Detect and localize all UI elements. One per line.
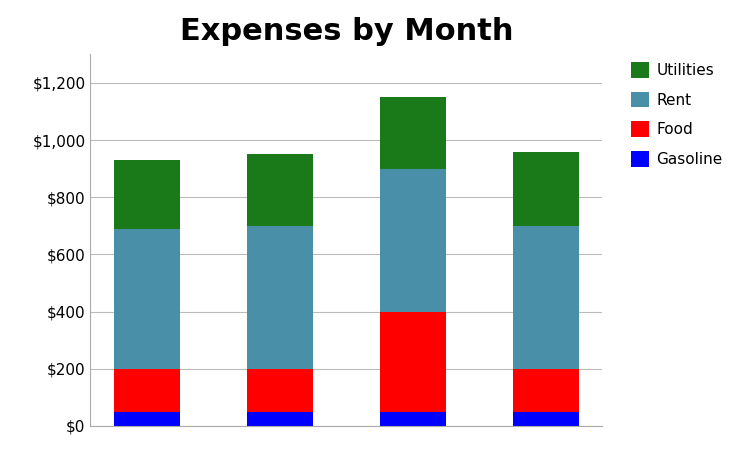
Bar <box>247 411 313 426</box>
Bar <box>513 226 579 369</box>
Legend: Utilities, Rent, Food, Gasoline: Utilities, Rent, Food, Gasoline <box>630 62 723 167</box>
Bar <box>380 312 446 411</box>
Bar <box>247 369 313 411</box>
Bar <box>247 226 313 369</box>
Bar <box>380 97 446 169</box>
Bar <box>513 369 579 411</box>
Bar <box>380 169 446 312</box>
Bar <box>247 154 313 226</box>
Bar <box>513 411 579 426</box>
Bar <box>114 411 180 426</box>
Bar <box>114 160 180 229</box>
Bar <box>114 229 180 369</box>
Bar <box>114 369 180 411</box>
Title: Expenses by Month: Expenses by Month <box>180 18 513 47</box>
Bar <box>513 151 579 226</box>
Bar <box>380 411 446 426</box>
